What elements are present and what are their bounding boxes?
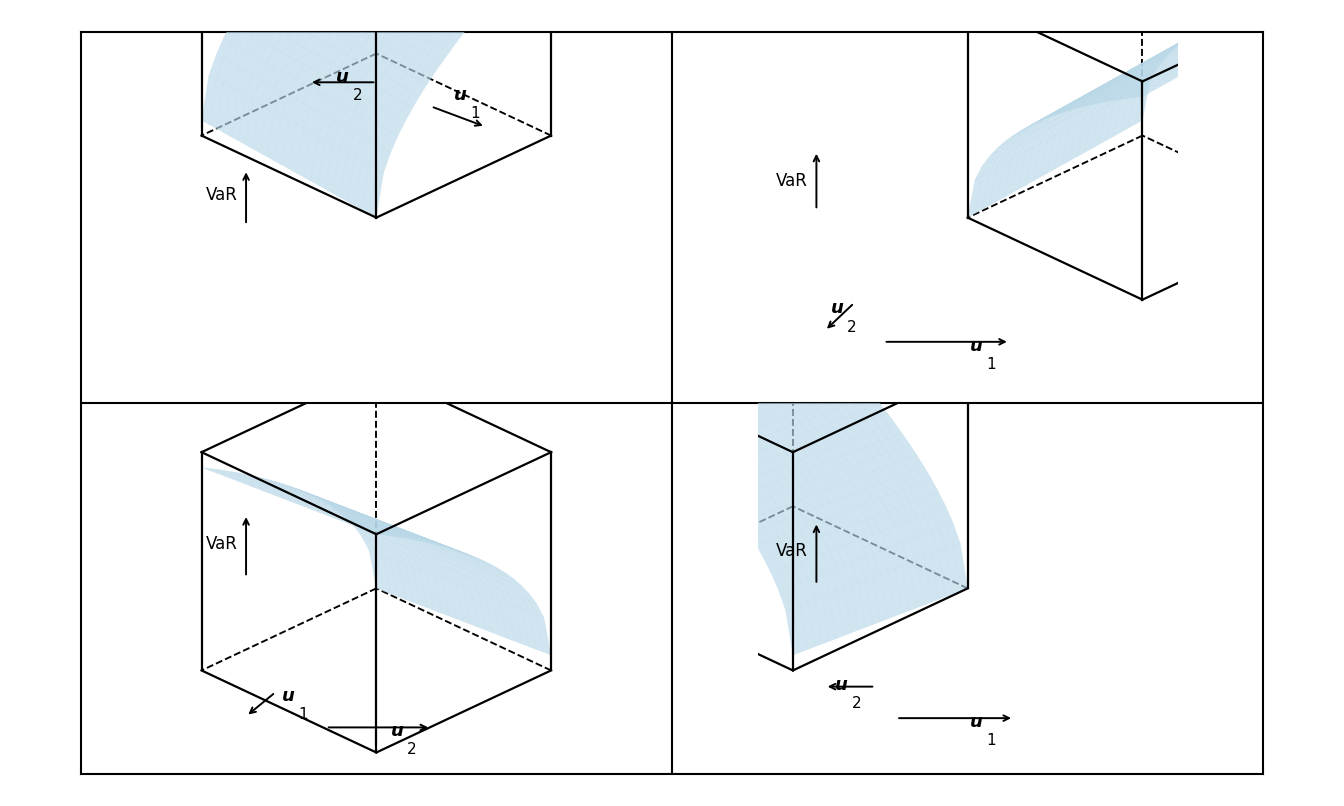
Text: 2: 2	[352, 88, 363, 103]
Text: 2: 2	[847, 319, 857, 334]
Text: VaR: VaR	[206, 535, 238, 553]
Text: u: u	[391, 722, 403, 740]
Text: VaR: VaR	[775, 542, 808, 560]
Text: 1: 1	[986, 733, 996, 748]
Text: 1: 1	[986, 356, 996, 372]
Text: 2: 2	[407, 742, 417, 758]
Text: u: u	[454, 86, 466, 104]
Text: VaR: VaR	[206, 186, 238, 205]
Text: u: u	[282, 687, 294, 705]
Text: VaR: VaR	[775, 172, 808, 189]
Text: 1: 1	[470, 106, 480, 122]
Text: u: u	[835, 675, 848, 694]
Text: u: u	[831, 300, 844, 318]
Text: 1: 1	[298, 707, 308, 722]
Text: u: u	[969, 337, 982, 355]
Text: u: u	[969, 713, 982, 731]
Text: u: u	[336, 68, 349, 85]
Text: 2: 2	[852, 696, 862, 711]
